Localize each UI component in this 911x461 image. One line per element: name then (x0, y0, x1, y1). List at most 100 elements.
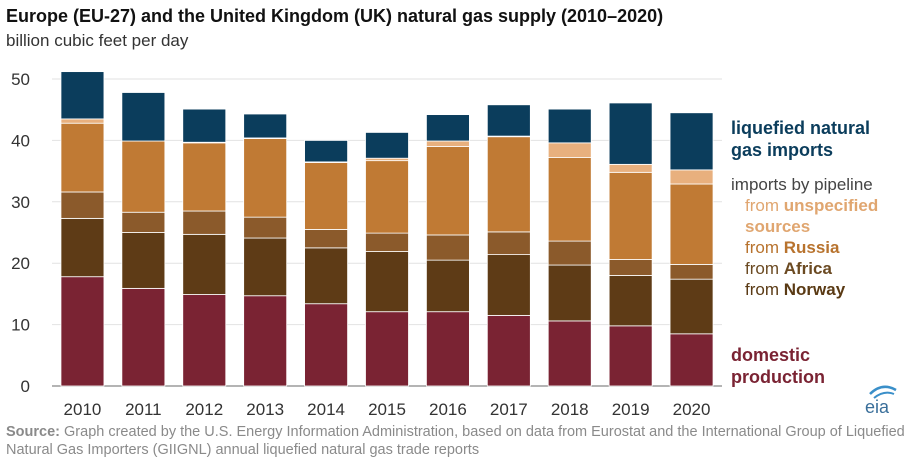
legend-from-word: from (745, 238, 779, 257)
bar-norway-2015 (365, 251, 409, 313)
legend-russia-label: Russia (783, 238, 840, 257)
source-note: Source: Graph created by the U.S. Energy… (6, 423, 906, 459)
bar-norway-2012 (182, 233, 227, 295)
bar-lng-2015 (365, 132, 409, 159)
y-tick-label: 40 (11, 131, 30, 150)
bar-unspecified-2016 (426, 140, 470, 147)
bar-lng-2012 (182, 108, 227, 143)
bar-russia-2020 (669, 183, 714, 265)
source-text: Graph created by the U.S. Energy Informa… (6, 424, 905, 458)
bar-africa-2012 (182, 210, 227, 235)
bar-africa-2019 (608, 259, 653, 276)
legend-domestic-line1: domestic (731, 345, 811, 365)
legend-russia: from Russia (731, 237, 878, 258)
bar-unspecified-2019 (608, 163, 653, 173)
bar-domestic-2015 (365, 311, 409, 387)
legend-unspecified-2: sources (731, 216, 878, 237)
y-tick-label: 50 (11, 70, 30, 89)
bar-unspecified-2020 (669, 169, 714, 185)
bar-domestic-2020 (669, 333, 714, 387)
bar-russia-2013 (243, 138, 288, 218)
bar-africa-2016 (426, 234, 470, 261)
chart-subtitle: billion cubic feet per day (6, 31, 189, 50)
x-tick-label-2014: 2014 (307, 400, 345, 419)
bar-norway-2017 (486, 254, 531, 316)
bar-domestic-2018 (547, 320, 592, 387)
bar-lng-2018 (547, 108, 592, 144)
bar-norway-2011 (121, 232, 166, 289)
legend-domestic: domestic production (731, 344, 825, 388)
legend-lng: liquefied natural gas imports (731, 117, 870, 161)
bar-russia-2015 (365, 160, 409, 234)
eia-logo: eia (865, 385, 897, 417)
bar-lng-2010 (60, 71, 105, 120)
legend-from-word: from (745, 280, 779, 299)
bar-lng-2017 (486, 104, 531, 137)
x-tick-label-2012: 2012 (185, 400, 223, 419)
x-tick-label-2015: 2015 (368, 400, 406, 419)
legend-unspecified-label-2: sources (745, 217, 811, 236)
bar-africa-2013 (243, 216, 288, 239)
source-label: Source: (6, 424, 60, 440)
chart-title: Europe (EU-27) and the United Kingdom (U… (6, 6, 664, 26)
legend-from-word: from (745, 196, 779, 215)
x-axis-ticks: 2010 2011 2012 2013 2014 2015 2016 2017 2018 2019… (64, 400, 711, 419)
bar-lng-2019 (608, 102, 653, 165)
bar-norway-2019 (608, 275, 653, 327)
y-tick-label: 10 (11, 316, 30, 335)
bar-norway-2014 (304, 247, 348, 305)
bar-norway-2016 (426, 259, 470, 313)
bar-africa-2018 (547, 240, 592, 266)
bar-domestic-2014 (304, 303, 348, 387)
legend-lng-line2: gas imports (731, 140, 834, 160)
bar-unspecified-2018 (547, 142, 592, 158)
bar-domestic-2010 (60, 276, 105, 387)
legend-unspecified-label: unspecified (783, 196, 879, 215)
bar-domestic-2011 (121, 287, 166, 387)
bar-norway-2013 (243, 237, 288, 297)
bar-lng-2020 (669, 112, 714, 171)
x-tick-label-2018: 2018 (551, 400, 589, 419)
eia-logo-text: eia (865, 397, 890, 417)
bar-domestic-2017 (486, 314, 531, 387)
bar-domestic-2012 (182, 294, 227, 387)
legend-pipeline: imports by pipeline from unspecified sou… (731, 174, 878, 300)
x-tick-label-2017: 2017 (490, 400, 528, 419)
legend-norway: from Norway (731, 279, 878, 300)
bar-russia-2019 (608, 171, 653, 260)
y-axis-ticks: 0 10 20 30 40 50 (11, 70, 30, 396)
x-tick-label-2010: 2010 (64, 400, 102, 419)
bar-russia-2010 (60, 122, 105, 193)
y-tick-label: 30 (11, 193, 30, 212)
bar-africa-2017 (486, 231, 531, 256)
bar-africa-2020 (669, 264, 714, 280)
bar-russia-2016 (426, 146, 470, 236)
bar-russia-2011 (121, 140, 166, 213)
y-tick-label: 20 (11, 254, 30, 273)
legend-pipeline-header: imports by pipeline (731, 175, 873, 194)
bar-russia-2018 (547, 157, 592, 242)
bar-lng-2016 (426, 114, 470, 142)
y-tick-label: 0 (21, 377, 30, 396)
legend-from-word: from (745, 259, 779, 278)
bar-lng-2011 (121, 92, 166, 142)
x-tick-label-2020: 2020 (673, 400, 711, 419)
bar-africa-2011 (121, 211, 166, 233)
bar-africa-2015 (365, 232, 409, 252)
legend-lng-line1: liquefied natural (731, 118, 871, 138)
legend-norway-label: Norway (783, 280, 846, 299)
bars (60, 71, 714, 387)
bar-domestic-2013 (243, 295, 288, 387)
x-tick-label-2016: 2016 (429, 400, 467, 419)
bar-africa-2010 (60, 191, 105, 219)
bar-norway-2018 (547, 264, 592, 322)
bar-russia-2014 (304, 162, 348, 230)
x-tick-label-2019: 2019 (612, 400, 650, 419)
x-tick-label-2011: 2011 (125, 400, 162, 419)
bar-lng-2014 (304, 139, 348, 163)
bar-norway-2010 (60, 217, 105, 278)
bar-domestic-2019 (608, 325, 653, 387)
bar-norway-2020 (669, 278, 714, 335)
bar-africa-2014 (304, 229, 348, 249)
